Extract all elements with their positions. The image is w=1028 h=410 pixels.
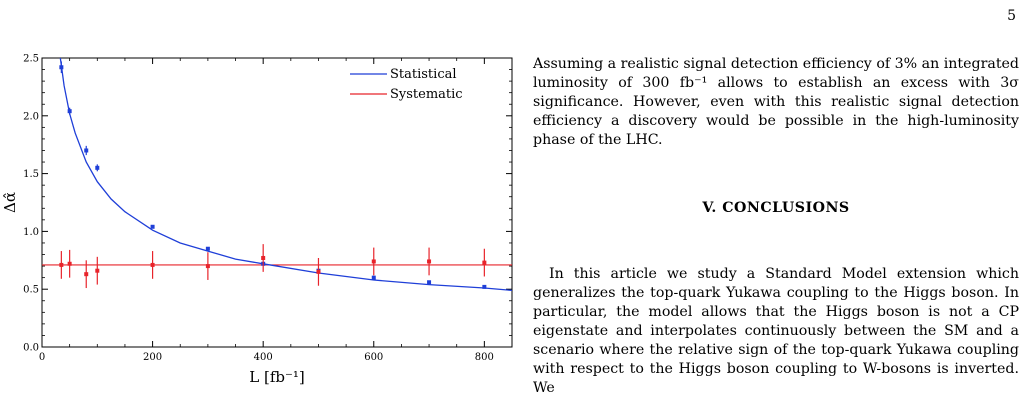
paragraph-efficiency: Assuming a realistic signal detection ef…: [533, 56, 1020, 148]
y-tick-label: 0.0: [23, 343, 39, 354]
y-axis-label: Δα̂: [1, 192, 19, 213]
statistical-point: [150, 224, 155, 229]
statistical-point: [67, 109, 72, 114]
statistical-point: [59, 65, 64, 70]
statistical-point: [205, 246, 210, 251]
luminosity-chart: 0 200 400 600 800 0.0 0.5 1.0 1.5 2.0 2.5 Statistic…: [1, 54, 513, 386]
legend-statistical-label: Statistical: [390, 67, 457, 82]
page-number: 5: [1007, 8, 1016, 24]
systematic-point: [316, 269, 321, 274]
statistical-point: [95, 165, 100, 170]
statistical-point: [482, 284, 487, 289]
systematic-point: [427, 259, 432, 264]
systematic-point: [205, 264, 210, 269]
systematic-point: [371, 259, 376, 264]
x-tick-label: 600: [364, 352, 383, 363]
paragraph-conclusions: In this article we study a Standard Mode…: [533, 266, 1019, 396]
y-tick-label: 2.0: [23, 111, 39, 122]
statistical-point: [427, 280, 432, 285]
systematic-point: [261, 255, 266, 260]
statistical-point: [371, 275, 376, 280]
systematic-point: [84, 272, 89, 277]
x-tick-label: 0: [39, 352, 45, 363]
y-tick-label: 2.5: [23, 54, 39, 65]
x-axis-label: L [fb⁻¹]: [249, 368, 305, 386]
systematic-point: [59, 262, 64, 267]
systematic-point: [150, 262, 155, 267]
x-tick-label: 400: [254, 352, 273, 363]
legend-systematic-label: Systematic: [390, 87, 463, 102]
y-tick-label: 1.5: [23, 169, 39, 180]
y-tick-label: 0.5: [23, 285, 39, 296]
statistical-point: [84, 148, 89, 153]
x-tick-label: 200: [143, 352, 162, 363]
systematic-point: [67, 261, 72, 266]
systematic-point: [482, 260, 487, 265]
x-tick-label: 800: [475, 352, 494, 363]
plot-frame: [41, 57, 513, 348]
systematic-point: [95, 268, 100, 273]
section-heading: V. CONCLUSIONS: [702, 200, 850, 216]
y-tick-label: 1.0: [23, 227, 39, 238]
text-column: Assuming a realistic signal detection ef…: [533, 55, 1019, 398]
